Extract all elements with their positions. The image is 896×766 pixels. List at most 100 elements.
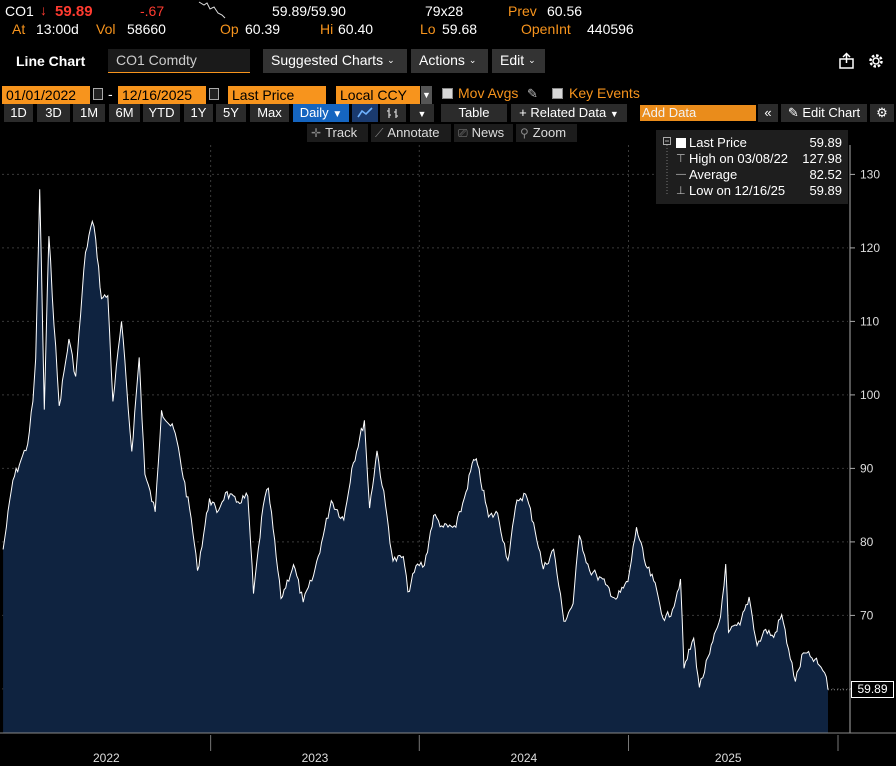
legend-label: Last Price — [689, 135, 747, 150]
last-price: 59.89 — [55, 3, 93, 20]
start-date-input[interactable]: 01/01/2022 — [2, 86, 90, 104]
news-icon: ⎚ — [458, 126, 468, 140]
price-series-line — [2, 189, 829, 690]
open-value: 60.39 — [245, 21, 281, 37]
field-select[interactable]: Last Price — [228, 86, 326, 104]
period-max[interactable]: Max — [250, 104, 289, 122]
period-ytd[interactable]: YTD — [143, 104, 180, 122]
gear-icon[interactable] — [866, 51, 886, 71]
add-data-input[interactable]: Add Data — [640, 105, 756, 121]
period-3d[interactable]: 3D — [37, 104, 70, 122]
chart-legend[interactable]: Last Price 59.89 ⊤ High on 03/08/22 127.… — [656, 130, 848, 204]
track-label: Track — [325, 125, 358, 140]
chevron-down-icon: ⌄ — [468, 55, 477, 65]
period-1m[interactable]: 1M — [73, 104, 105, 122]
table-button[interactable]: Table — [441, 104, 507, 122]
openint-value: 440596 — [587, 21, 634, 37]
prev-label: Prev — [508, 3, 537, 19]
price-chart[interactable]: 70 80 90 100 110 120 130 2022 2023 2024 2025 — [0, 145, 896, 766]
chart-type-dropdown[interactable]: ▼ — [410, 104, 434, 122]
date-separator: - — [108, 86, 113, 102]
open-label: Op — [220, 21, 239, 37]
edit-button[interactable]: Edit ⌄ — [492, 49, 545, 73]
settings-gear-icon[interactable]: ⚙ — [870, 104, 894, 122]
track-button[interactable]: ✛ Track — [307, 124, 368, 142]
legend-tree-icon — [663, 137, 671, 195]
zoom-label: Zoom — [532, 125, 567, 140]
calendar-icon[interactable] — [93, 88, 103, 100]
x-tick-label: 2025 — [715, 751, 742, 765]
line-chart-icon[interactable] — [352, 104, 378, 122]
high-value: 60.40 — [338, 21, 374, 37]
last-price-tag: 59.89 — [851, 680, 894, 698]
export-icon[interactable] — [838, 52, 856, 70]
low-value: 59.68 — [442, 21, 478, 37]
key-events-label: Key Events — [569, 85, 640, 101]
y-tick-label: 80 — [860, 535, 874, 549]
annotate-button[interactable]: ⟋ Annotate — [371, 124, 451, 142]
price-area — [2, 189, 829, 733]
period-5y[interactable]: 5Y — [216, 104, 246, 122]
x-tick-label: 2023 — [302, 751, 329, 765]
end-date-input[interactable]: 12/16/2025 — [118, 86, 206, 104]
edit-chart-label: Edit Chart — [802, 105, 861, 120]
legend-row-last-price: Last Price 59.89 — [656, 135, 848, 151]
down-arrow-icon: ↓ — [40, 2, 47, 18]
price-area-fill — [3, 189, 829, 733]
bid-ask-size: 79x28 — [425, 3, 464, 19]
high-label: Hi — [320, 21, 334, 37]
legend-row-high: ⊤ High on 03/08/22 127.98 — [656, 151, 848, 167]
legend-value: 82.52 — [809, 167, 842, 182]
pencil-icon[interactable]: ✎ — [527, 86, 538, 101]
zoom-button[interactable]: ⚲ Zoom — [516, 124, 577, 142]
bar-chart-icon[interactable] — [380, 104, 406, 122]
average-marker-icon: — — [676, 169, 686, 180]
period-1d[interactable]: 1D — [4, 104, 33, 122]
actions-button[interactable]: Actions ⌄ — [411, 49, 488, 73]
mini-sparkline-icon — [198, 1, 226, 19]
legend-row-low: ⊥ Low on 12/16/25 59.89 — [656, 183, 848, 199]
ticker: CO1 — [5, 3, 34, 19]
period-6m[interactable]: 6M — [109, 104, 140, 122]
x-tick-label: 2024 — [511, 751, 538, 765]
chevron-down-icon[interactable]: ▼ — [421, 86, 432, 104]
quote-strip: CO1 ↓ 59.89 -.67 59.89/59.90 79x28 Prev … — [0, 0, 896, 40]
key-events-checkbox[interactable] — [552, 88, 563, 99]
currency-select[interactable]: Local CCY — [336, 86, 420, 104]
y-tick-label: 120 — [860, 241, 880, 255]
crosshair-icon: ✛ — [311, 126, 322, 140]
vol-label: Vol — [96, 21, 116, 37]
frequency-select[interactable]: Daily ▼ — [293, 104, 349, 122]
price-change: -.67 — [140, 3, 165, 19]
mov-avgs-checkbox[interactable] — [442, 88, 453, 99]
y-tick-label: 90 — [860, 461, 874, 475]
zoom-icon: ⚲ — [520, 126, 529, 140]
collapse-icon[interactable]: « — [758, 104, 778, 122]
chart-axes: 70 80 90 100 110 120 130 2022 2023 2024 2025 — [0, 145, 896, 765]
low-marker-icon: ⊥ — [676, 185, 686, 197]
period-1y[interactable]: 1Y — [184, 104, 213, 122]
news-button[interactable]: ⎚ News — [454, 124, 513, 142]
related-data-button[interactable]: + Related Data ▼ — [511, 104, 627, 122]
chevron-down-icon: ▼ — [609, 109, 619, 119]
frequency-label: Daily — [299, 105, 329, 120]
chevron-down-icon: ▼ — [417, 109, 427, 119]
calendar-icon[interactable] — [209, 88, 219, 100]
y-tick-label: 100 — [860, 388, 880, 402]
legend-value: 59.89 — [809, 183, 842, 198]
y-tick-label: 70 — [860, 608, 874, 622]
high-marker-icon: ⊤ — [676, 153, 686, 165]
legend-label: Low on 12/16/25 — [689, 183, 786, 198]
legend-label: High on 03/08/22 — [689, 151, 789, 166]
quote-time: 13:00d — [36, 21, 79, 37]
chevron-down-icon: ⌄ — [387, 55, 395, 65]
chevron-down-icon: ⌄ — [528, 55, 536, 65]
at-label: At — [12, 21, 26, 37]
edit-chart-button[interactable]: ✎ Edit Chart — [781, 104, 867, 122]
legend-row-average: — Average 82.52 — [656, 167, 848, 183]
security-input[interactable]: CO1 Comdty — [108, 49, 250, 73]
suggested-charts-button[interactable]: Suggested Charts ⌄ — [263, 49, 407, 73]
suggested-charts-label: Suggested Charts — [271, 52, 384, 68]
low-label: Lo — [420, 21, 436, 37]
toolbar-row: 1D 3D 1M 6M YTD 1Y 5Y Max Daily ▼ ▼ Tabl… — [0, 104, 896, 122]
